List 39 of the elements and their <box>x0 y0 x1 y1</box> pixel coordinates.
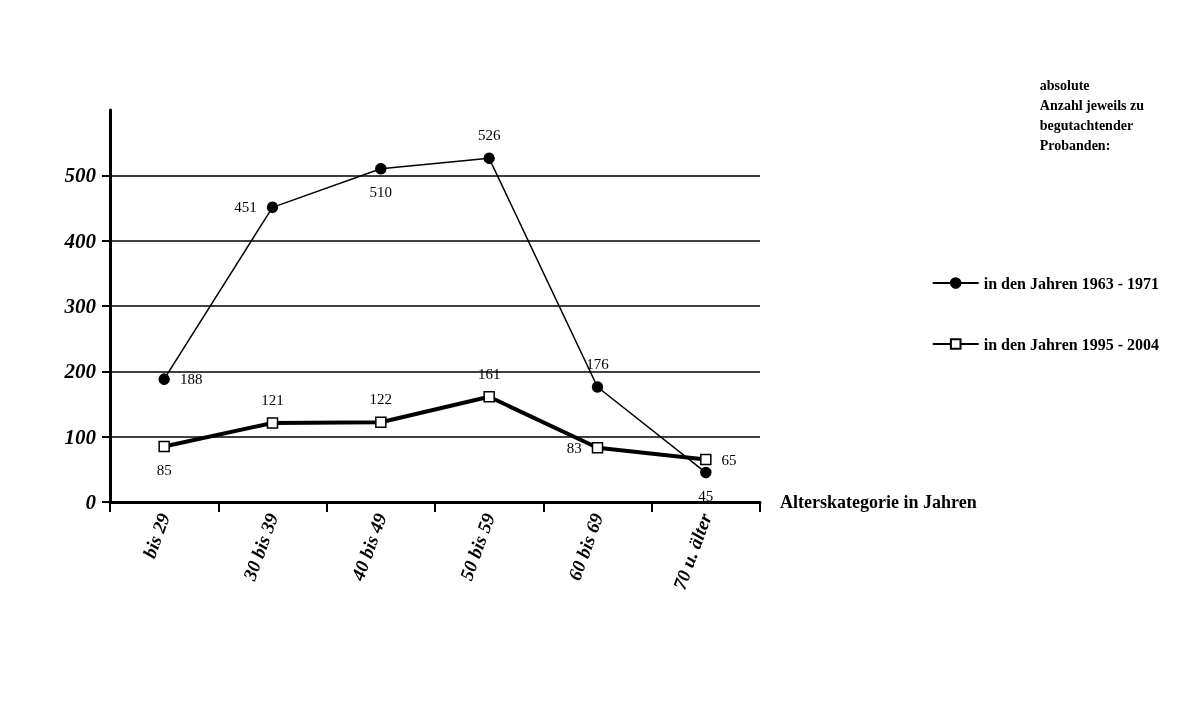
y-tick-label: 200 <box>63 359 97 384</box>
x-axis-title: Alterskategorie in Jahren <box>780 492 977 512</box>
x-tick-label: 40 bis 49 <box>346 509 391 585</box>
point <box>375 163 387 175</box>
y-tick-label: 400 <box>63 228 97 253</box>
point <box>483 391 495 403</box>
data-label: 526 <box>477 127 501 144</box>
point <box>158 440 170 453</box>
point <box>266 417 279 429</box>
legend-label: in den Jahren 1963 - 1971 <box>983 274 1159 292</box>
y-tick-label: 0 <box>85 490 97 514</box>
x-tick-label: 50 bis 59 <box>455 509 500 584</box>
x-tick-label: 70 u. älter <box>668 509 716 593</box>
point <box>700 466 712 479</box>
data-label: 451 <box>234 199 257 216</box>
y-tick-label: 100 <box>64 424 97 449</box>
data-label: 85 <box>156 461 172 478</box>
point <box>375 416 387 429</box>
data-label: 45 <box>698 487 714 504</box>
data-label: 176 <box>586 355 610 372</box>
data-label: 188 <box>179 371 203 388</box>
x-tick-label: 60 bis 69 <box>563 509 608 584</box>
point <box>158 373 170 385</box>
data-label: 83 <box>566 439 582 456</box>
point <box>591 442 604 454</box>
point <box>483 152 495 165</box>
point <box>266 201 279 214</box>
legend-title: absolute Anzahl jeweils zu begutachtender Probanden: <box>1039 77 1145 153</box>
y-tick-label: 500 <box>64 163 97 188</box>
data-label: 121 <box>261 391 284 408</box>
point <box>591 381 604 393</box>
x-tick-label: 30 bis 39 <box>238 509 283 585</box>
y-tick-label: 300 <box>63 294 97 318</box>
data-label: 510 <box>369 184 393 201</box>
data-label: 65 <box>721 451 737 468</box>
point <box>700 453 712 466</box>
x-tick-label: bis 29 <box>138 509 175 561</box>
legend-label: in den Jahren 1995 - 2004 <box>983 335 1159 353</box>
data-label: 122 <box>369 391 393 408</box>
